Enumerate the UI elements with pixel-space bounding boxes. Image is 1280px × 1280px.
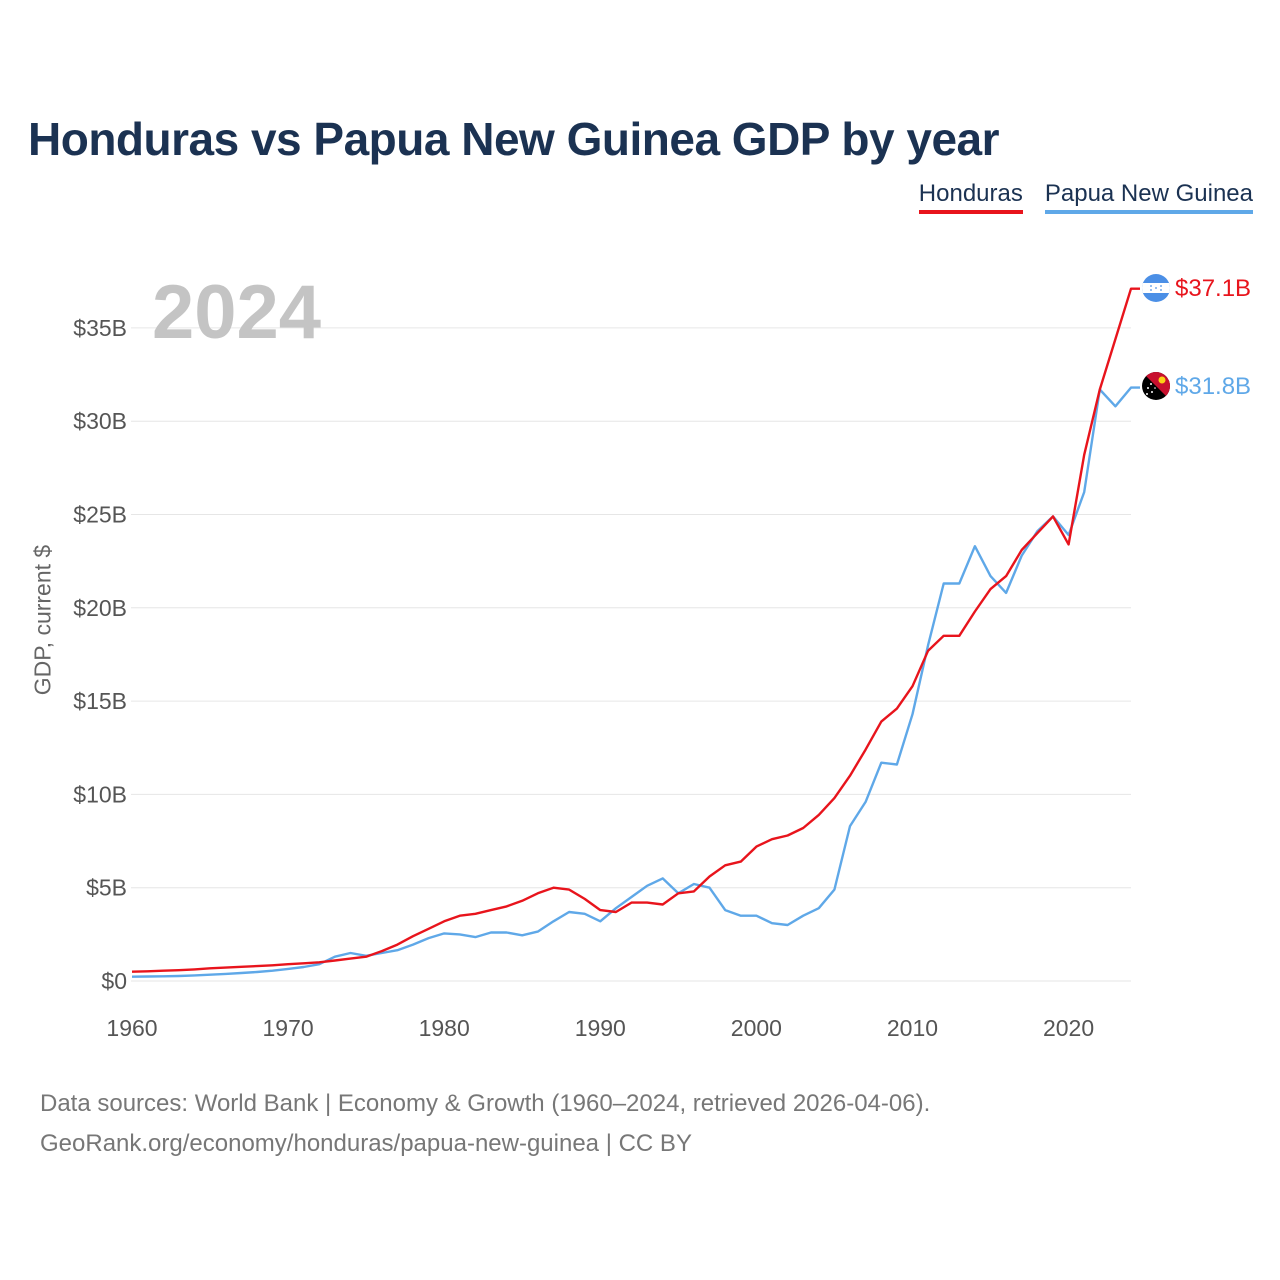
x-tick-label: 1980 — [419, 1015, 470, 1041]
legend: Honduras Papua New Guinea — [918, 180, 1253, 214]
y-tick-label: $25B — [73, 502, 127, 528]
x-tick-label: 1970 — [263, 1015, 314, 1041]
y-tick-label: $35B — [73, 315, 127, 341]
legend-item-honduras[interactable]: Honduras — [918, 180, 1023, 214]
y-tick-label: $20B — [73, 595, 127, 621]
papua-new-guinea-flag-icon — [1142, 372, 1170, 400]
year-label: 2024 — [152, 270, 321, 355]
y-tick-label: $10B — [73, 781, 127, 807]
x-tick-label: 2000 — [731, 1015, 782, 1041]
data-sources: Data sources: World Bank | Economy & Gro… — [40, 1084, 930, 1164]
legend-item-papua-new-guinea[interactable]: Papua New Guinea — [1044, 180, 1253, 214]
y-tick-label: $5B — [86, 875, 127, 901]
honduras-series-line[interactable] — [131, 287, 1140, 973]
papua-new-guinea-series-line[interactable] — [131, 386, 1140, 978]
x-tick-label: 1960 — [106, 1015, 157, 1041]
x-tick-label: 1990 — [575, 1015, 626, 1041]
x-tick-label: 2010 — [887, 1015, 938, 1041]
papua-new-guinea-end-label: $31.8B — [1175, 373, 1251, 400]
chart-title: Honduras vs Papua New Guinea GDP by year — [28, 113, 1000, 165]
y-tick-label: $30B — [73, 408, 127, 434]
y-tick-label: $0 — [101, 968, 127, 994]
source-line: Data sources: World Bank | Economy & Gro… — [40, 1090, 931, 1117]
x-tick-label: 2020 — [1043, 1015, 1094, 1041]
honduras-flag-icon — [1142, 274, 1170, 302]
source-link[interactable]: GeoRank.org/economy/honduras/papua-new-g… — [40, 1130, 692, 1157]
honduras-end-label: $37.1B — [1175, 275, 1251, 302]
y-tick-label: $15B — [73, 688, 127, 714]
